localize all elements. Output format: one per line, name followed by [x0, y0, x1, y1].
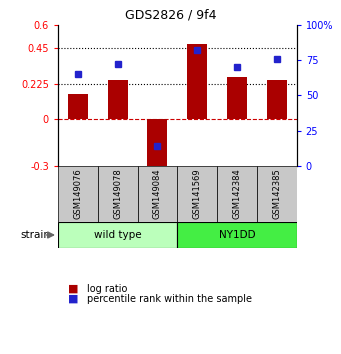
Text: GDS2826 / 9f4: GDS2826 / 9f4 — [125, 9, 216, 22]
Text: ■: ■ — [68, 294, 79, 304]
Bar — [58, 222, 177, 248]
Bar — [187, 44, 207, 119]
Bar — [227, 77, 247, 119]
Text: ■: ■ — [68, 284, 79, 293]
Text: GSM149076: GSM149076 — [73, 169, 83, 219]
Bar — [177, 222, 297, 248]
Text: NY1DD: NY1DD — [219, 230, 255, 240]
Bar — [137, 166, 177, 222]
Text: log ratio: log ratio — [87, 284, 127, 293]
Bar — [148, 119, 167, 169]
Bar — [58, 166, 98, 222]
Text: wild type: wild type — [94, 230, 142, 240]
Bar — [177, 166, 217, 222]
Text: GSM149084: GSM149084 — [153, 169, 162, 219]
Bar — [267, 80, 287, 119]
Bar — [108, 80, 128, 119]
Text: GSM142385: GSM142385 — [272, 169, 281, 219]
Text: GSM142384: GSM142384 — [233, 169, 241, 219]
Text: strain: strain — [20, 230, 50, 240]
Bar — [257, 166, 297, 222]
Bar — [68, 94, 88, 119]
Text: GSM149078: GSM149078 — [113, 169, 122, 219]
Bar — [98, 166, 137, 222]
Bar — [217, 166, 257, 222]
Text: percentile rank within the sample: percentile rank within the sample — [87, 294, 252, 304]
Text: GSM141569: GSM141569 — [193, 169, 202, 219]
